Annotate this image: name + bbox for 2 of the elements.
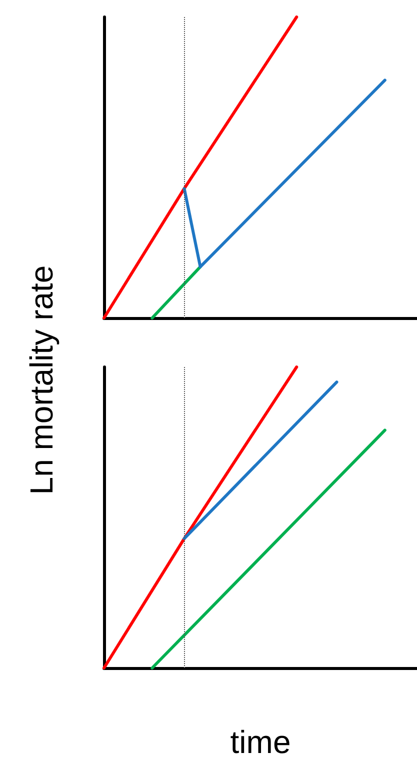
y-axis-title: Ln mortality rate [24, 265, 60, 495]
x-axis-title: time [230, 724, 291, 760]
